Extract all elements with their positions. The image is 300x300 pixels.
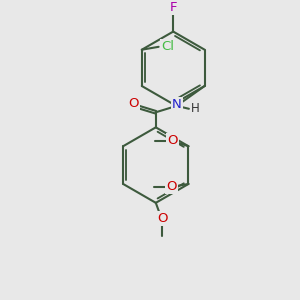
Text: O: O xyxy=(167,134,178,147)
Text: N: N xyxy=(172,98,182,111)
Text: H: H xyxy=(191,102,200,115)
Text: O: O xyxy=(157,212,167,225)
Text: F: F xyxy=(169,1,177,14)
Text: O: O xyxy=(167,180,177,194)
Text: O: O xyxy=(128,97,139,110)
Text: Cl: Cl xyxy=(161,40,174,53)
